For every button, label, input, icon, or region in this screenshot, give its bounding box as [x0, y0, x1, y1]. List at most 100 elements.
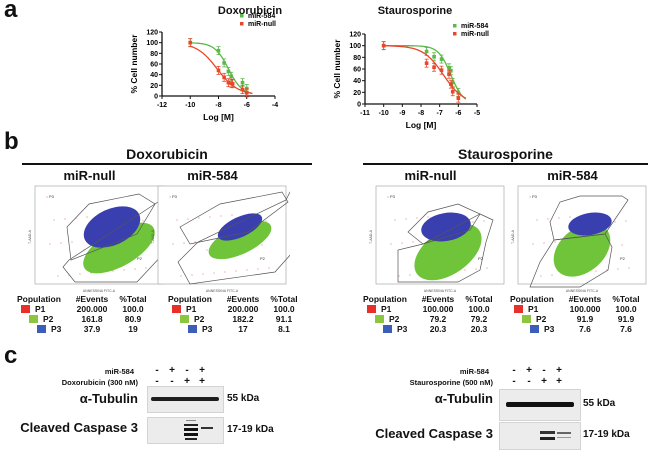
population-name: P2	[194, 314, 205, 324]
legend-label: miR-584	[248, 13, 275, 20]
data-point	[216, 68, 221, 73]
total-value: 91.9	[617, 314, 635, 324]
gate-label: P2	[137, 256, 143, 261]
y-axis-label: % Cell number	[332, 39, 342, 99]
divider	[363, 163, 648, 165]
population-name: P1	[186, 304, 197, 314]
table-row: P2 91.9 91.9	[510, 314, 645, 324]
population-name: P1	[381, 304, 392, 314]
p3-population-blue	[421, 212, 471, 242]
row-label-mir584: miR-584	[459, 367, 489, 376]
sign: -	[155, 376, 159, 387]
band	[201, 427, 213, 429]
data-point	[456, 96, 461, 100]
panel-label-b: b	[4, 128, 19, 155]
p3-population-blue	[83, 206, 141, 248]
y-tick-label: 0	[154, 94, 158, 101]
y-tick-label: 0	[357, 102, 361, 109]
chart-svg: -11 -10 -9 -8 -7 -6 -5 0 20 40 60 80 100 120 Log [M] % …	[332, 23, 489, 130]
band	[184, 428, 198, 431]
events-value: 100.000	[569, 304, 601, 314]
scatter-plot: P3 P2 ANNESSINA FITC-A 7-AAD-A	[151, 185, 290, 293]
flow-plot-title: miR-null	[404, 168, 457, 183]
events-value: 91.9	[576, 314, 594, 324]
col-header: #Events	[226, 294, 260, 304]
table-row: P1 200.000 100.0	[168, 304, 303, 314]
population-name: P1	[35, 304, 46, 314]
fit-curve-miR-null	[383, 45, 467, 99]
y-tick-label: 20	[150, 83, 158, 90]
population-color-swatch	[514, 305, 523, 313]
events-value: 200.000	[227, 304, 259, 314]
y-tick-label: 60	[150, 62, 158, 69]
sign: -	[512, 365, 516, 376]
band	[540, 437, 555, 440]
col-header: #Events	[568, 294, 602, 304]
x-tick-label: -5	[474, 110, 480, 117]
table-row: P3 17 8.1	[168, 324, 303, 334]
events-value: 182.2	[232, 314, 254, 324]
blot-image-caspase3	[147, 417, 224, 444]
blot-label-tubulin: α-Tubulin	[79, 391, 138, 406]
total-value: 100.0	[122, 304, 144, 314]
band-size: 55 kDa	[583, 398, 616, 409]
p3-population-blue	[217, 213, 263, 241]
data-point	[226, 80, 231, 85]
legend-marker	[453, 24, 457, 28]
population-color-swatch	[530, 325, 539, 333]
sign: +	[526, 365, 532, 376]
col-header: #Events	[75, 294, 109, 304]
y-tick-label: 80	[150, 51, 158, 58]
data-point	[449, 82, 453, 86]
total-value: 100.0	[273, 304, 295, 314]
y-axis-label: 7-AAD-A	[511, 229, 515, 243]
table-header: Population #Events %Total	[363, 294, 498, 304]
table-row: P3 20.3 20.3	[363, 324, 498, 334]
population-name: P2	[389, 314, 400, 324]
band	[184, 424, 198, 426]
band-size: 17-19 kDa	[583, 429, 630, 440]
population-name: P3	[544, 324, 555, 334]
band	[506, 402, 574, 407]
gate-label: P3	[532, 194, 538, 199]
data-point	[381, 43, 386, 48]
legend-marker	[240, 14, 244, 18]
data-point	[424, 49, 429, 54]
population-name: P3	[51, 324, 62, 334]
total-value: 80.9	[124, 314, 142, 324]
y-tick-label: 120	[146, 30, 158, 37]
x-tick-label: -11	[360, 110, 370, 117]
band-size: 17-19 kDa	[227, 424, 274, 435]
events-value: 37.9	[83, 324, 101, 334]
population-color-swatch	[375, 315, 384, 323]
table-row: P2 182.2 91.1	[168, 314, 303, 324]
gate-p2	[177, 191, 290, 285]
events-value: 161.8	[81, 314, 103, 324]
total-value: 79.2	[470, 314, 488, 324]
sign: -	[170, 376, 174, 387]
sign: +	[541, 376, 547, 387]
panel-label-a: a	[4, 0, 18, 23]
total-value: 100.0	[468, 304, 490, 314]
x-tick-label: -9	[399, 110, 405, 117]
table-row: P3 37.9 19	[17, 324, 152, 334]
y-tick-label: 120	[349, 32, 361, 39]
col-header: #Events	[421, 294, 455, 304]
data-point	[244, 91, 249, 95]
row-label-treatment: Doxorubicin (300 nM)	[61, 378, 138, 387]
band-size: 55 kDa	[227, 393, 260, 404]
population-name: P2	[536, 314, 547, 324]
legend-label: miR-null	[248, 21, 276, 28]
sign: -	[542, 365, 546, 376]
chart-svg: -12 -10 -8 -6 -4 0 20 40 60 80 100 120 Log [M] % Cell…	[129, 13, 278, 122]
scatter-plot: P3 P2 ANNESSINA FITC-A 7-AAD-A	[28, 185, 166, 293]
flow-plot-title: miR-null	[63, 168, 116, 183]
legend-label: miR-584	[461, 23, 488, 30]
gate-label: P3	[49, 194, 55, 199]
y-tick-label: 20	[353, 90, 361, 97]
scatter-plot: P3 P2 ANNESSINA FITC-A 7-AAD-A	[511, 185, 647, 293]
gate-p2	[529, 233, 613, 288]
y-tick-label: 80	[353, 55, 361, 62]
sign: +	[184, 376, 190, 387]
y-tick-label: 100	[146, 40, 158, 47]
